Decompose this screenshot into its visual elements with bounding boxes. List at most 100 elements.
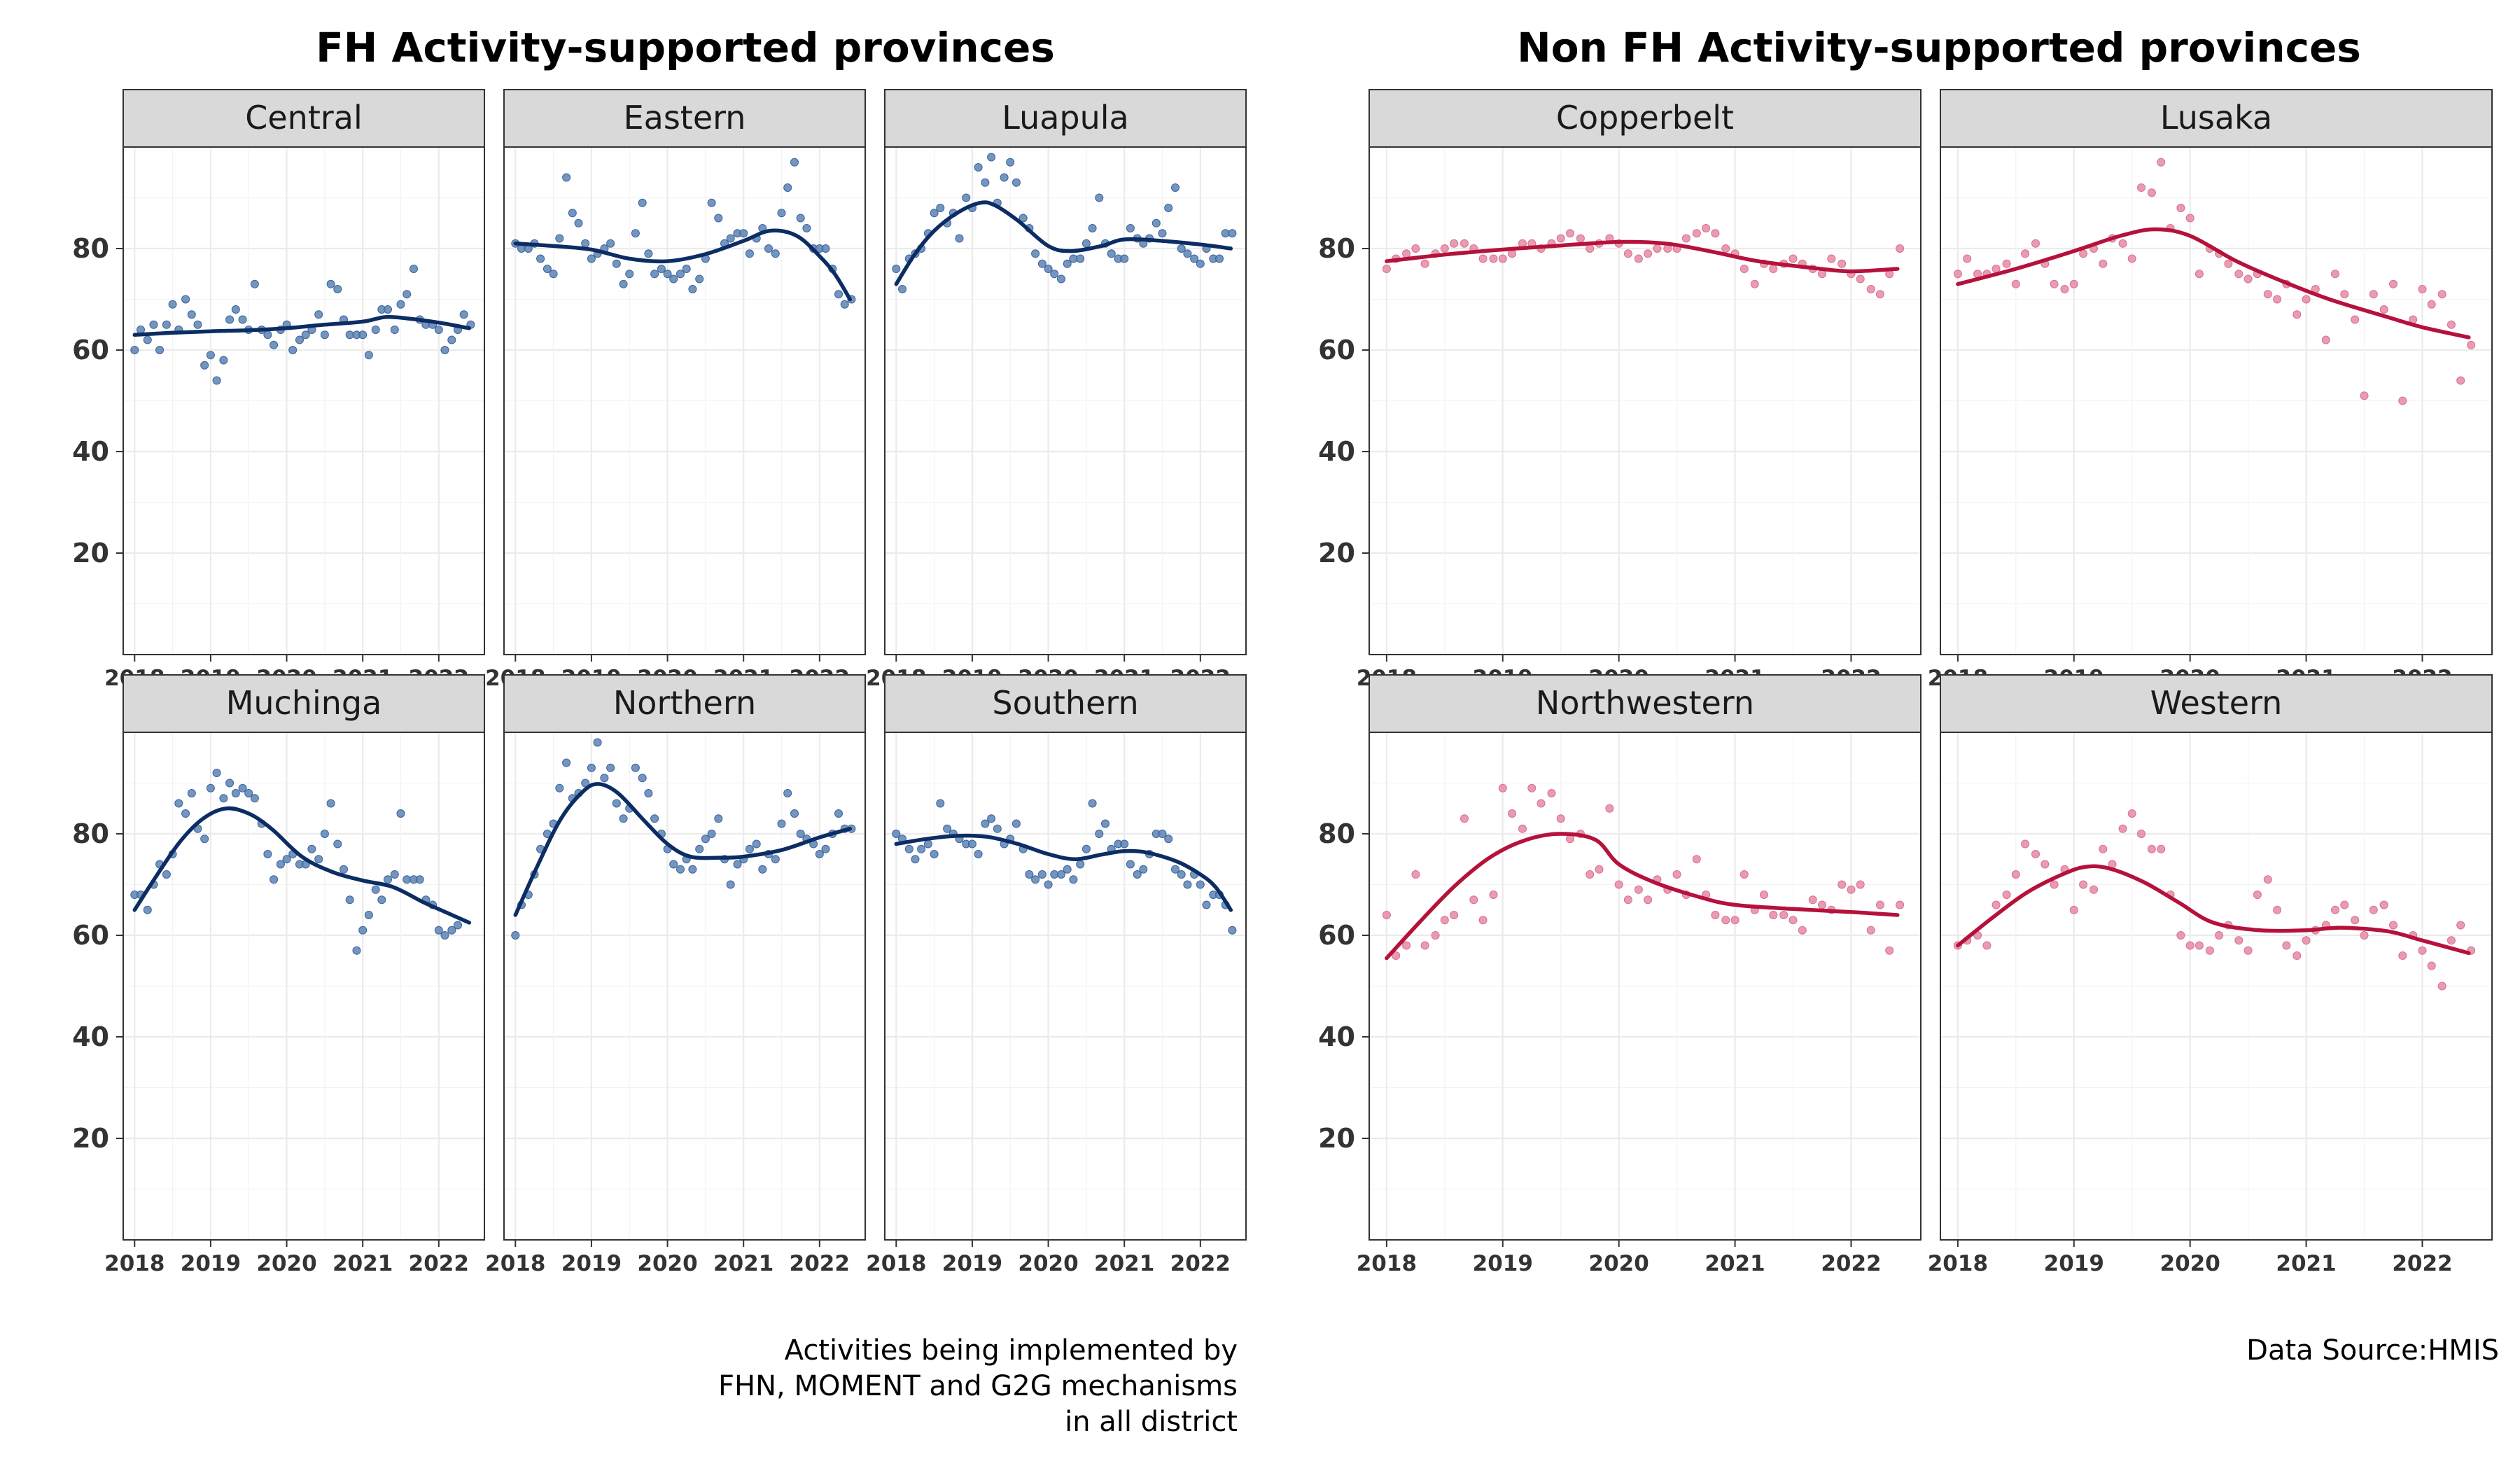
data-point-western-12 (2069, 905, 2078, 914)
x-tick-label-northwestern-2022: 2022 (1821, 1251, 1881, 1276)
data-point-lusaka-21 (2157, 158, 2166, 167)
data-point-western-19 (2137, 830, 2146, 838)
data-point-western-41 (2351, 916, 2360, 925)
data-point-southern-37 (1126, 860, 1135, 869)
data-point-northwestern-23 (1605, 804, 1614, 813)
data-point-southern-8 (943, 824, 952, 833)
x-tick-label-western-2020: 2020 (2160, 1251, 2220, 1276)
data-point-muchinga-37 (364, 911, 373, 919)
strip-muchinga (122, 674, 485, 733)
data-point-central-25 (288, 346, 298, 354)
data-point-western-45 (2389, 921, 2398, 930)
data-point-copperbelt-32 (1692, 229, 1701, 238)
data-point-muchinga-41 (390, 870, 399, 879)
data-point-lusaka-53 (2467, 340, 2476, 349)
data-point-lusaka-38 (2321, 335, 2330, 344)
data-point-northwestern-13 (1508, 809, 1517, 818)
data-point-muchinga-35 (352, 946, 361, 955)
data-point-luapula-51 (1215, 254, 1224, 263)
data-point-western-52 (2456, 921, 2465, 930)
x-tick-label-northwestern-2019: 2019 (1473, 1251, 1533, 1276)
data-point-luapula-32 (1095, 193, 1104, 202)
y-tick-label-muchinga-40: 40 (72, 1021, 109, 1052)
points-lusaka (1953, 158, 2476, 405)
data-point-luapula-17 (1000, 173, 1009, 182)
panel-eastern: Eastern20182019202020212022 (485, 89, 866, 691)
data-point-eastern-45 (796, 214, 805, 223)
data-point-luapula-15 (987, 153, 996, 162)
data-point-northern-29 (695, 844, 704, 853)
data-point-western-49 (2427, 961, 2436, 970)
data-point-luapula-25 (1050, 270, 1059, 279)
data-point-luapula-23 (1037, 259, 1046, 268)
data-point-western-46 (2398, 951, 2407, 960)
data-point-luapula-30 (1082, 239, 1091, 248)
data-point-northwestern-30 (1672, 870, 1681, 879)
data-point-northwestern-34 (1711, 911, 1720, 919)
data-point-northern-39 (758, 865, 767, 874)
data-point-southern-16 (993, 824, 1002, 833)
trend-line-western (1956, 864, 2471, 956)
data-point-northwestern-4 (1420, 941, 1429, 950)
data-point-copperbelt-3 (1411, 244, 1420, 253)
data-point-eastern-31 (707, 198, 716, 207)
data-point-lusaka-6 (2011, 279, 2020, 288)
data-point-copperbelt-10 (1478, 254, 1488, 263)
data-point-lusaka-33 (2273, 295, 2282, 304)
data-point-copperbelt-20 (1576, 234, 1585, 243)
data-point-western-50 (2437, 982, 2446, 991)
data-point-northern-25 (669, 860, 678, 869)
data-point-northwestern-8 (1460, 814, 1469, 823)
data-point-western-39 (2331, 905, 2339, 914)
data-point-lusaka-36 (2302, 295, 2311, 304)
data-point-copperbelt-27 (1644, 249, 1653, 258)
data-point-muchinga-33 (340, 865, 348, 874)
data-point-northwestern-50 (1866, 926, 1875, 935)
data-point-northwestern-37 (1740, 870, 1749, 879)
data-point-lusaka-11 (2060, 285, 2069, 293)
data-point-lusaka-23 (2176, 204, 2185, 212)
data-point-northern-35 (733, 860, 742, 869)
data-point-copperbelt-25 (1623, 249, 1632, 258)
data-point-southern-24 (1044, 880, 1053, 889)
data-point-southern-29 (1076, 860, 1085, 869)
strip-luapula (884, 89, 1247, 148)
data-point-copperbelt-49 (1856, 274, 1865, 284)
data-point-copperbelt-42 (1788, 254, 1798, 263)
data-point-central-44 (410, 265, 418, 273)
data-point-luapula-46 (1183, 249, 1192, 258)
data-point-copperbelt-0 (1382, 265, 1391, 273)
data-point-eastern-9 (568, 209, 577, 218)
data-point-muchinga-51 (454, 921, 462, 930)
data-point-southern-23 (1037, 870, 1046, 879)
trend-line-eastern (513, 228, 853, 302)
data-point-luapula-48 (1196, 259, 1205, 268)
panel-southern: Southern 2018 2019 2020 2021 2022 (866, 674, 1247, 1276)
strip-western (1940, 674, 2493, 733)
data-point-lusaka-51 (2446, 320, 2456, 329)
data-point-copperbelt-12 (1498, 254, 1507, 263)
data-point-central-12 (206, 351, 215, 360)
data-point-copperbelt-28 (1653, 244, 1662, 253)
data-point-southern-27 (1063, 865, 1072, 874)
data-point-muchinga-40 (384, 875, 392, 884)
x-tick-label-northwestern-2021: 2021 (1704, 1251, 1765, 1276)
data-point-central-3 (149, 320, 158, 329)
data-point-luapula-24 (1044, 265, 1053, 273)
gridlines-central (123, 147, 484, 655)
data-point-southern-42 (1158, 830, 1167, 838)
data-point-southern-38 (1133, 870, 1142, 879)
panel-border-northern (503, 732, 866, 1241)
points-muchinga (130, 769, 462, 955)
left-group-title: FH Activity-supported provinces (316, 24, 1055, 71)
data-point-southern-39 (1139, 865, 1148, 874)
data-point-western-5 (2002, 891, 2011, 899)
panel-border-luapula (884, 146, 1247, 655)
data-point-northern-17 (619, 814, 628, 823)
x-tick-label-southern-2018: 2018 (866, 1251, 926, 1276)
data-point-copperbelt-33 (1702, 224, 1711, 232)
strip-copperbelt (1368, 89, 1921, 148)
data-point-eastern-8 (562, 173, 571, 182)
data-point-lusaka-35 (2292, 310, 2302, 319)
